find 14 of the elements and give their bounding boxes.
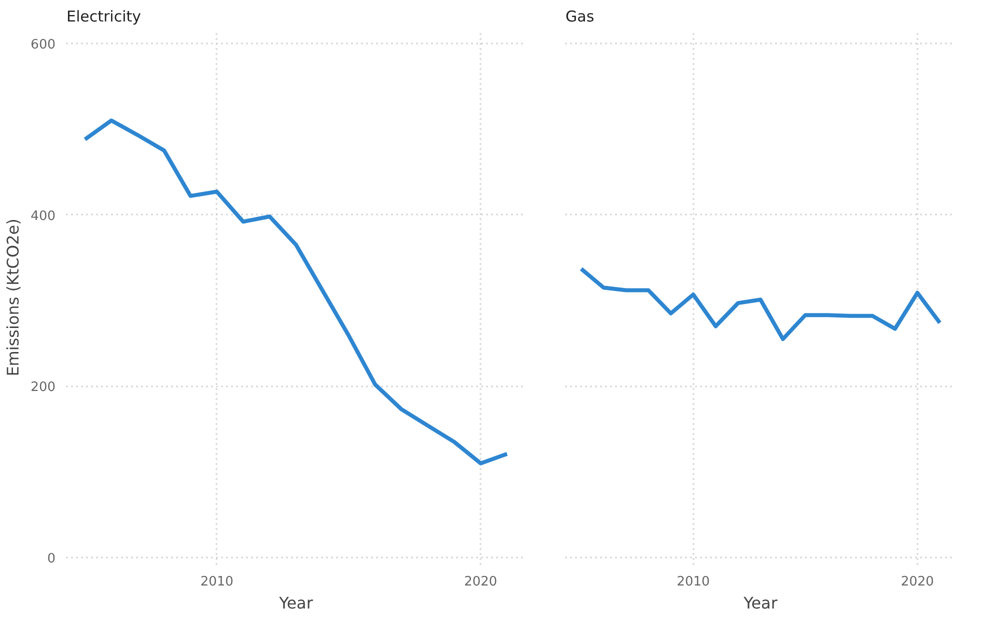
x-tick-label: 2010 (676, 574, 710, 590)
y-tick-label: 600 (30, 37, 56, 52)
y-tick-label: 400 (30, 208, 56, 224)
y-axis-title: Emissions (KtCO2e) (4, 218, 23, 376)
y-tick-label: 0 (47, 552, 56, 567)
line-series (82, 118, 510, 466)
x-tick-label: 2020 (464, 574, 498, 590)
x-tick-label: 2020 (900, 574, 934, 590)
x-tick-label: 2010 (200, 574, 234, 590)
y-tick-label: 200 (30, 380, 56, 396)
x-axis-title: Year (278, 594, 314, 612)
chart-title: Gas (566, 8, 594, 26)
chart-title: Electricity (66, 8, 142, 26)
x-axis-title: Year (742, 594, 778, 612)
